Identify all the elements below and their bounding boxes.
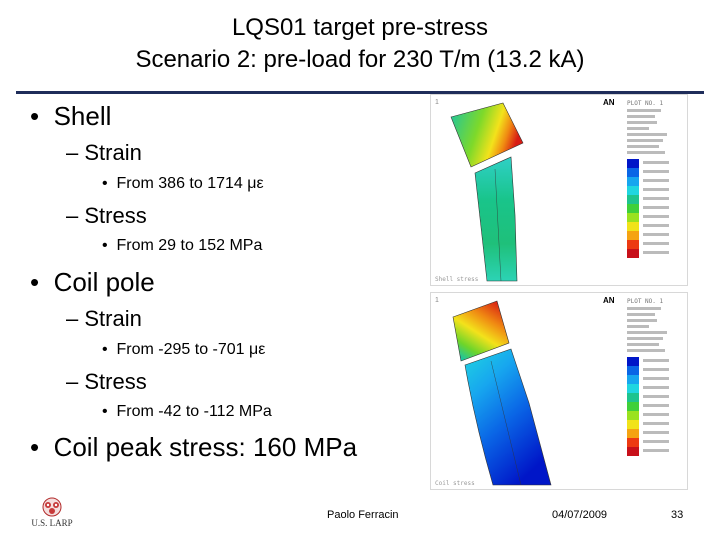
coil-contour-svg: 1 AN PLOT NO. 1 [435, 296, 669, 487]
title-line-1: LQS01 target pre-stress [231, 14, 489, 41]
coil-stress-plot: 1 AN PLOT NO. 1 [430, 292, 688, 490]
sub-bullet-shell-stress: – Stress [66, 203, 147, 228]
slide-title: LQS01 target pre-stress Scenario 2: pre-… [0, 12, 720, 76]
plot-header-top: PLOT NO. 1 [627, 100, 664, 107]
shell-upper-wedge [450, 102, 524, 168]
footer-author: Paolo Ferracin [327, 509, 399, 521]
detail-coil-stress: • From -42 to -112 MPa [102, 403, 272, 420]
shell-lower-body [474, 156, 518, 282]
svg-text:1: 1 [435, 297, 439, 304]
legend-color-bar-bottom [627, 357, 639, 456]
ansys-logo-bottom: AN [603, 296, 615, 305]
coil-lower-body [464, 348, 552, 486]
bullet-coil-peak: • Coil peak stress: 160 MPa [30, 432, 358, 462]
larp-logo-text: U.S. LARP [31, 518, 73, 528]
plot-header-bottom: PLOT NO. 1 [627, 298, 664, 305]
title-divider [16, 91, 704, 94]
detail-shell-strain: • From 386 to 1714 με [102, 175, 264, 192]
detail-coil-strain: • From -295 to -701 με [102, 341, 266, 358]
footer-date: 04/07/2009 [552, 509, 608, 521]
title-line-2: Scenario 2: pre-load for 230 T/m (13.2 k… [135, 46, 585, 73]
shell-contour-svg: 1 AN PLOT NO. 1 [435, 98, 669, 283]
plot-caption-top: Shell stress [435, 276, 479, 283]
footer-page-number: 33 [671, 509, 684, 521]
larp-emblem-icon [42, 497, 62, 517]
bullet-shell: • Shell [30, 101, 112, 131]
shell-stress-plot: 1 AN PLOT NO. 1 [430, 94, 688, 286]
legend-color-bar-top [627, 159, 639, 258]
ansys-logo-top: AN [603, 98, 615, 107]
coil-upper-wedge [452, 300, 510, 362]
svg-text:1: 1 [435, 99, 439, 106]
us-larp-logo: U.S. LARP [22, 496, 82, 530]
sub-bullet-coil-strain: – Strain [66, 306, 142, 331]
detail-shell-stress: • From 29 to 152 MPa [102, 237, 263, 254]
bullet-coil-pole: • Coil pole [30, 267, 155, 297]
sub-bullet-coil-stress: – Stress [66, 369, 147, 394]
sub-bullet-shell-strain: – Strain [66, 140, 142, 165]
plot-caption-bottom: Coil stress [435, 480, 475, 487]
